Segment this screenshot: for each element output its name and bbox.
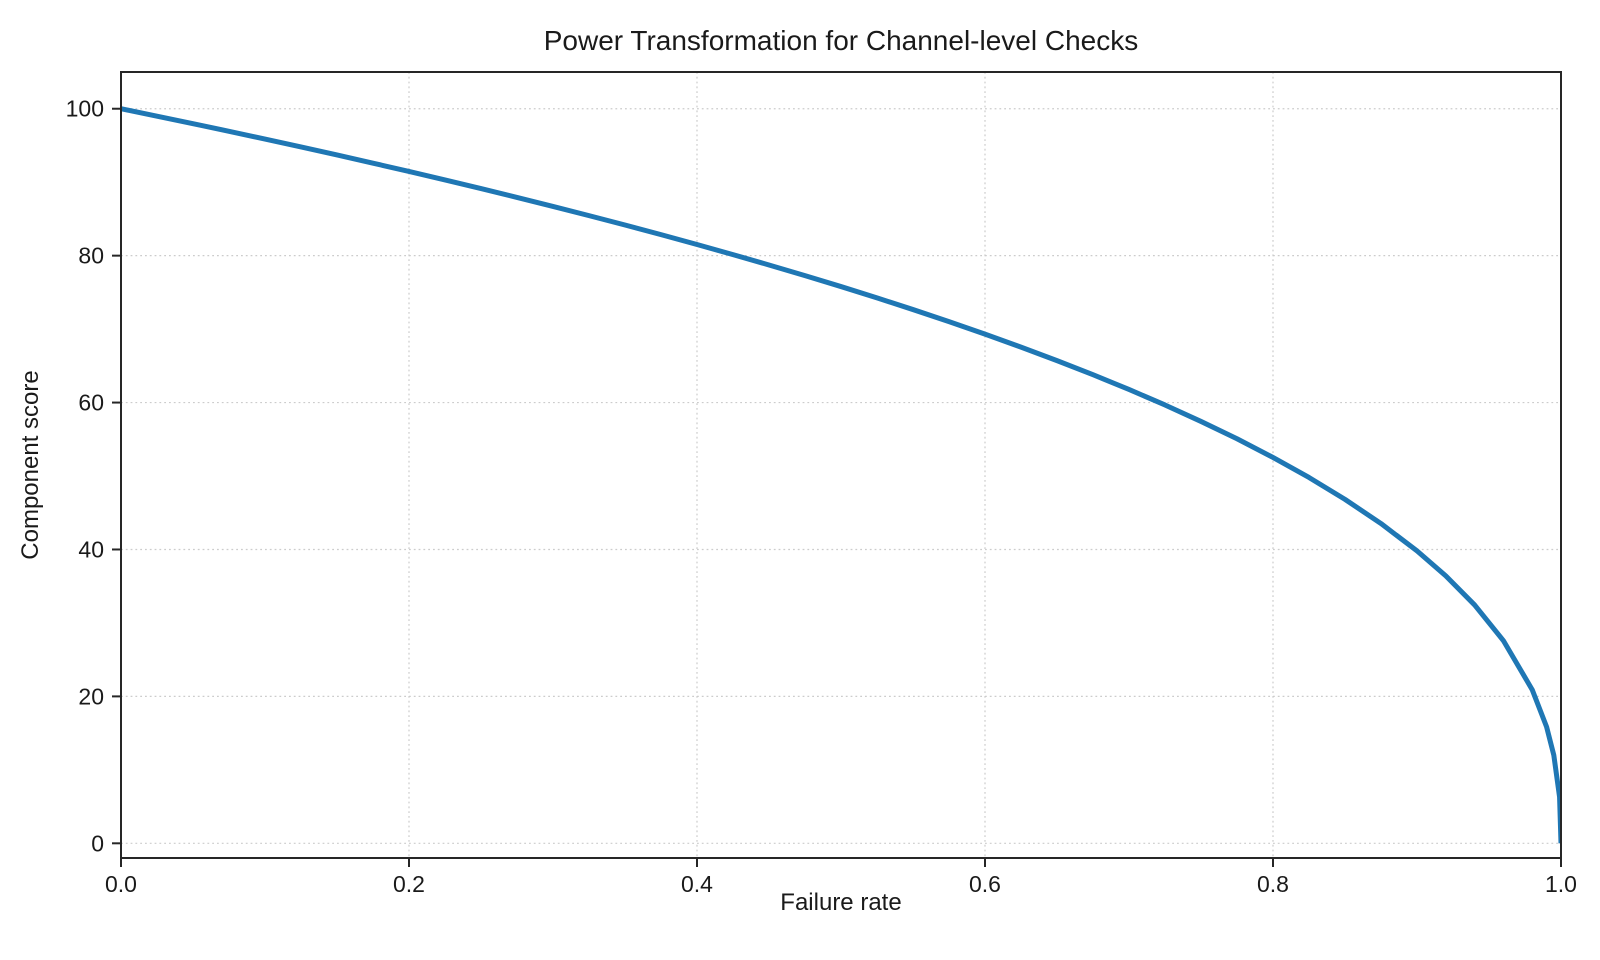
y-tick-label: 60 — [78, 390, 104, 416]
plot-frame — [120, 71, 1562, 859]
grid-lines — [120, 72, 1562, 858]
x-tick-label: 0.8 — [1257, 871, 1289, 897]
curve-layer — [121, 106, 1561, 844]
x-axis-label: Failure rate — [780, 889, 901, 916]
x-tick-label: 0.4 — [681, 871, 713, 897]
x-tick-label: 0.0 — [105, 871, 137, 897]
x-tick-label: 0.6 — [969, 871, 1001, 897]
y-tick-label: 100 — [66, 96, 104, 122]
x-tick-label: 1.0 — [1545, 871, 1577, 897]
y-tick-label: 20 — [78, 683, 104, 709]
y-tick-label: 80 — [78, 243, 104, 269]
component-score-curve — [121, 106, 1561, 844]
tick-labels: 0.0 0.2 0.4 0.6 0.8 1.0 0 20 40 60 80 100 — [66, 96, 1577, 897]
x-tick-label: 0.2 — [393, 871, 425, 897]
tick-marks — [112, 107, 1562, 867]
y-axis-label: Component score — [17, 370, 44, 559]
y-tick-label: 40 — [78, 536, 104, 562]
chart-title: Power Transformation for Channel-level C… — [544, 25, 1138, 56]
y-tick-label: 0 — [91, 830, 104, 856]
